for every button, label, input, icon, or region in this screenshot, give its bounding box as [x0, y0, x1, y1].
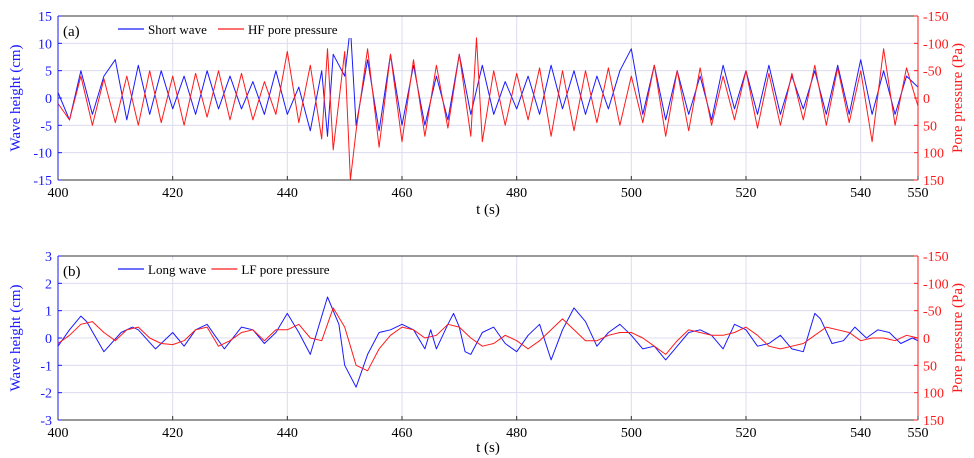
y-right-tick-label: 100: [923, 387, 944, 402]
panel-b: 400 420 440 460 480 500 520 540 5503210-1-2-3-15…: [8, 250, 966, 456]
y-right-tick-label: -50: [923, 65, 942, 80]
y-left-tick-label: -5: [40, 119, 52, 134]
y-right-axis-label: Pore pressure (Pa): [950, 283, 966, 393]
y-right-tick-label: 150: [923, 414, 944, 429]
x-axis-label: t (s): [476, 202, 500, 218]
x-tick-label: 520: [736, 426, 757, 441]
x-tick-label: 540: [850, 426, 871, 441]
series-line-hf-pore-pressure: [57, 37, 919, 181]
y-right-tick-label: 100: [923, 147, 944, 162]
panel-label: (b): [63, 264, 81, 280]
x-tick-label: 480: [506, 426, 527, 441]
panel-a: 400 420 440 460 480 500 520 540 550151050-5-10-1…: [8, 10, 966, 218]
series-line-lf-pore-pressure: [57, 307, 919, 372]
y-left-tick-label: -3: [40, 414, 52, 429]
y-left-axis-label: Wave height (cm): [8, 44, 24, 151]
x-tick-label: 540: [850, 186, 871, 201]
x-tick-label: 420: [162, 426, 183, 441]
x-tick-label: 500: [621, 186, 642, 201]
y-right-tick-label: 0: [923, 332, 930, 347]
y-left-tick-label: 3: [45, 250, 52, 265]
y-right-axis-label: Pore pressure (Pa): [950, 43, 966, 153]
y-right-tick-label: 150: [923, 174, 944, 189]
y-left-tick-label: 5: [45, 65, 52, 80]
y-right-tick-label: -100: [923, 37, 949, 52]
y-left-tick-label: -1: [40, 359, 52, 374]
legend-label: Long wave: [148, 262, 206, 277]
x-tick-label: 400: [48, 426, 69, 441]
x-tick-label: 440: [277, 426, 298, 441]
x-axis-label: t (s): [476, 440, 500, 456]
y-right-tick-label: 0: [923, 92, 930, 107]
y-left-tick-label: 1: [45, 305, 52, 320]
y-right-tick-label: 50: [923, 359, 937, 374]
y-left-tick-label: -10: [33, 147, 52, 162]
y-left-tick-label: 0: [45, 332, 52, 347]
y-left-tick-label: 15: [38, 10, 52, 25]
x-tick-label: 420: [162, 186, 183, 201]
legend-label: HF pore pressure: [248, 22, 338, 37]
y-left-axis-label: Wave height (cm): [8, 284, 24, 391]
y-right-tick-label: 50: [923, 119, 937, 134]
y-left-tick-label: 10: [38, 37, 52, 52]
x-tick-label: 460: [392, 186, 413, 201]
x-tick-label: 550: [908, 426, 929, 441]
x-tick-label: 550: [908, 186, 929, 201]
y-left-tick-label: -2: [40, 387, 52, 402]
x-tick-label: 520: [736, 186, 757, 201]
legend-label: Short wave: [148, 22, 207, 37]
y-left-tick-label: 2: [45, 277, 52, 292]
x-tick-label: 400: [48, 186, 69, 201]
y-right-tick-label: -50: [923, 305, 942, 320]
x-tick-label: 480: [506, 186, 527, 201]
y-left-tick-label: -15: [33, 174, 52, 189]
x-tick-label: 460: [392, 426, 413, 441]
y-right-tick-label: -100: [923, 277, 949, 292]
legend-label: LF pore pressure: [241, 262, 329, 277]
y-right-tick-label: -150: [923, 10, 949, 25]
series-line-short-wave: [57, 26, 919, 137]
panel-label: (a): [63, 24, 80, 40]
x-tick-label: 440: [277, 186, 298, 201]
y-right-tick-label: -150: [923, 250, 949, 265]
y-left-tick-label: 0: [45, 92, 52, 107]
x-tick-label: 500: [621, 426, 642, 441]
